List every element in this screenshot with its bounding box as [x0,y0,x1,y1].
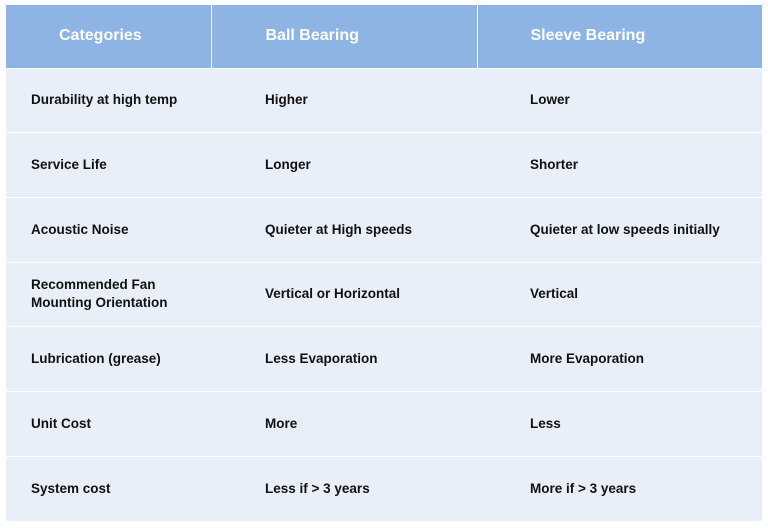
table-cell: Vertical or Horizontal [211,261,477,327]
table-cell: Quieter at low speeds initially [477,196,762,263]
header-row: Categories Ball Bearing Sleeve Bearing [6,5,762,68]
table-row: Recommended Fan Mounting Orientation Vert… [6,261,762,327]
table-cell: Durability at high temp [6,67,211,133]
table-cell: Less if > 3 years [211,455,477,521]
table-cell: Higher [211,67,477,133]
table-row: System cost Less if > 3 years More if > 3 … [6,455,762,521]
table-body: Durability at high temp Higher Lower Servic… [6,67,762,521]
table-cell: Lubrication (grease) [6,326,211,392]
table-cell: More [211,390,477,457]
table-row: Acoustic Noise Quieter at High speeds Quie… [6,196,762,263]
header-cell: Ball Bearing [210,5,477,68]
table-cell: Less Evaporation [211,326,477,392]
table-cell: System cost [6,455,211,521]
header-cell: Categories [6,5,211,68]
comparison-table: Categories Ball Bearing Sleeve Bearing Dur… [6,5,762,521]
table-cell: Lower [477,67,762,133]
table-cell: Service Life [6,132,211,198]
table-cell: Less [477,390,762,457]
table-cell: Unit Cost [6,390,211,457]
header-cell: Sleeve Bearing [476,5,762,68]
table-cell: Vertical [477,261,762,327]
table-cell: Recommended Fan Mounting Orientation [6,261,211,327]
table-row: Unit Cost More Less [6,390,762,457]
table-cell: More if > 3 years [477,455,762,521]
table-row: Lubrication (grease) Less Evaporation More… [6,326,762,392]
table-cell: Longer [211,132,477,198]
table-cell: Acoustic Noise [6,196,211,263]
table-row: Durability at high temp Higher Lower [6,67,762,133]
table-cell: Quieter at High speeds [211,196,477,263]
table-cell: More Evaporation [477,326,762,392]
table-cell: Shorter [477,132,762,198]
table-row: Service Life Longer Shorter [6,132,762,198]
